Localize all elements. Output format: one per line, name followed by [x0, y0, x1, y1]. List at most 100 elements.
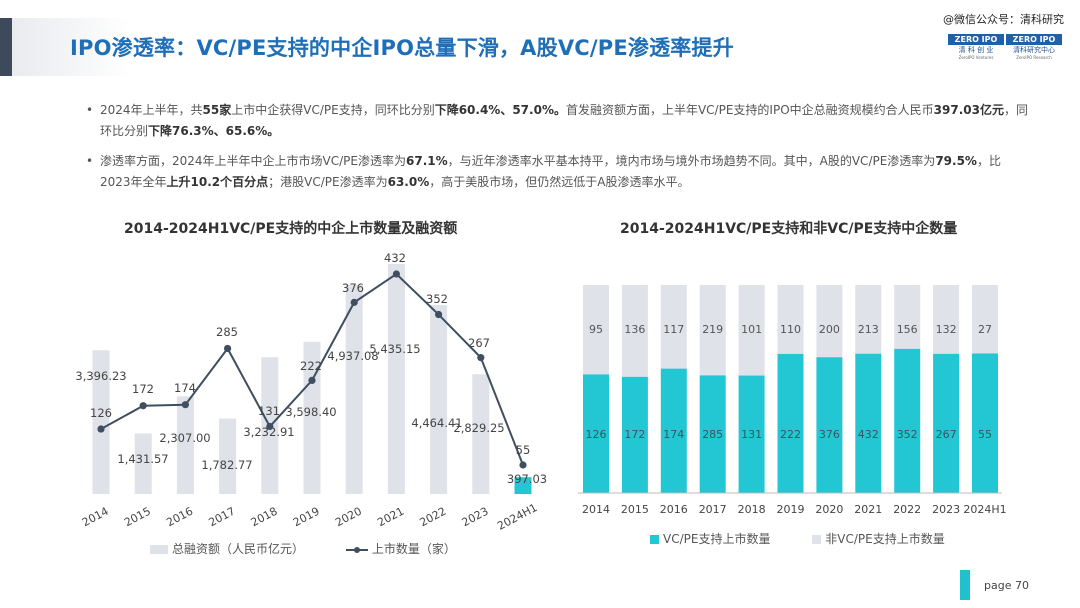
count-value-label: 352: [426, 292, 448, 306]
left-chart-title: 2014-2024H1VC/PE支持的中企上市数量及融资额: [124, 221, 458, 237]
vcpe-bar: [699, 375, 726, 493]
non-vcpe-value-label: 101: [741, 323, 762, 336]
page-accent-bar: [960, 570, 970, 600]
legend-swatch-bar: [150, 545, 168, 554]
bullet-text: 上市中企获得VC/PE支持，同环比分别: [231, 103, 435, 117]
legend-item-funding: 总融资额（人民币亿元）: [150, 542, 308, 556]
x-tick-label: 2023: [932, 503, 960, 516]
header-logo: ZERO IPO 清 科 创 业 ZeroIPO Ventures ZERO I…: [946, 34, 1066, 64]
bullet-text: ，与近年渗透率水平基本持平，境内市场与境外市场趋势不同。其中，A股的VC/PE渗…: [447, 154, 936, 168]
watermark: @微信公众号：清科研究: [943, 13, 1064, 26]
count-value-label: 174: [174, 381, 196, 395]
count-value-label: 222: [300, 359, 322, 373]
vcpe-bar: [621, 376, 648, 493]
count-line: [100, 272, 524, 466]
non-vcpe-value-label: 213: [858, 323, 879, 336]
funding-bar: [514, 477, 532, 494]
vcpe-value-label: 172: [624, 428, 645, 441]
vcpe-bar: [894, 348, 921, 493]
funding-bar: [472, 374, 490, 494]
x-tick-label: 2015: [122, 505, 153, 530]
non-vcpe-value-label: 200: [819, 323, 840, 336]
non-vcpe-value-label: 27: [978, 323, 992, 336]
bullet-highlight: 下降76.3%、65.6%。: [148, 124, 280, 138]
funding-bar: [92, 350, 110, 494]
vcpe-bar: [738, 375, 765, 493]
x-tick-label: 2016: [164, 505, 195, 530]
logo-line: 清科研究中心: [1013, 46, 1055, 54]
non-vcpe-bar: [894, 285, 921, 349]
x-tick-label: 2017: [207, 505, 238, 530]
vcpe-value-label: 376: [819, 428, 840, 441]
logo-line: ZeroIPO Research: [1016, 55, 1052, 60]
x-tick-label: 2018: [738, 503, 766, 516]
x-tick-label: 2019: [777, 503, 805, 516]
count-point: [435, 310, 443, 319]
non-vcpe-bar: [621, 285, 648, 377]
count-point: [224, 344, 232, 353]
non-vcpe-value-label: 110: [780, 323, 801, 336]
vcpe-bar: [933, 353, 960, 493]
legend-item-vcpe: VC/PE支持上市数量: [650, 532, 774, 546]
bullet-item: 渗透率方面，2024年上半年中企上市市场VC/PE渗透率为67.1%，与近年渗透…: [86, 151, 1031, 193]
non-vcpe-bar: [816, 285, 843, 358]
count-value-label: 285: [216, 325, 238, 339]
vcpe-value-label: 174: [663, 428, 684, 441]
vcpe-bar: [972, 353, 998, 493]
funding-value-label: 3,598.40: [285, 405, 336, 419]
funding-value-label: 4,464.41: [411, 416, 462, 430]
count-point: [350, 298, 358, 306]
funding-bar: [387, 264, 405, 494]
x-tick-label: 2018: [249, 505, 280, 530]
non-vcpe-bar: [777, 285, 804, 354]
non-vcpe-bar: [699, 285, 726, 376]
vcpe-bar: [660, 368, 687, 493]
x-tick-label: 2014: [582, 503, 610, 516]
legend-swatch-grey: [812, 535, 822, 544]
funding-value-label: 2,307.00: [159, 431, 210, 445]
funding-value-label: 397.03: [507, 472, 547, 486]
non-vcpe-bar: [583, 285, 609, 375]
right-chart-legend: VC/PE支持上市数量 非VC/PE支持上市数量: [650, 530, 983, 547]
legend-item-count: 上市数量（家）: [345, 542, 456, 556]
bullet-highlight: 55家: [202, 103, 232, 117]
non-vcpe-value-label: 136: [624, 323, 645, 336]
count-point: [308, 376, 316, 384]
legend-swatch-teal: [650, 535, 659, 544]
x-tick-label: 2023: [460, 505, 491, 530]
left-chart-legend: 总融资额（人民币亿元） 上市数量（家）: [150, 540, 494, 557]
vcpe-value-label: 55: [978, 428, 992, 441]
page-label: page 70: [984, 579, 1029, 592]
count-point: [519, 461, 527, 469]
count-value-label: 126: [90, 406, 112, 420]
funding-value-label: 2,829.25: [453, 421, 504, 435]
vcpe-value-label: 352: [897, 428, 918, 441]
funding-value-label: 1,431.57: [117, 452, 168, 466]
vcpe-value-label: 285: [702, 428, 723, 441]
funding-bar: [219, 418, 237, 494]
funding-bar: [430, 305, 448, 494]
legend-swatch-line: [345, 546, 368, 553]
right-chart-title: 2014-2024H1VC/PE支持和非VC/PE支持中企数量: [620, 221, 958, 237]
bullet-text: 渗透率方面，2024年上半年中企上市市场VC/PE渗透率为: [100, 154, 406, 168]
x-tick-label: 2014: [80, 505, 111, 530]
x-tick-label: 2020: [333, 505, 364, 530]
count-point: [266, 422, 274, 431]
vcpe-bar: [816, 357, 843, 493]
logo-badge: ZERO IPO: [948, 34, 1004, 45]
non-vcpe-value-label: 219: [702, 323, 723, 336]
bullet-highlight: 67.1%: [406, 154, 448, 168]
funding-value-label: 5,435.15: [369, 342, 420, 356]
x-tick-label: 2017: [699, 503, 727, 516]
bullet-highlight: 397.03亿元: [933, 103, 1004, 117]
non-vcpe-bar: [660, 285, 687, 369]
count-value-label: 432: [384, 251, 406, 265]
funding-value-label: 4,937.08: [327, 349, 378, 363]
legend-label: 非VC/PE支持上市数量: [825, 532, 945, 546]
legend-label: 上市数量（家）: [371, 542, 456, 556]
count-point: [181, 401, 189, 409]
vcpe-value-label: 126: [586, 428, 607, 441]
x-tick-label: 2022: [893, 503, 921, 516]
funding-bar: [134, 433, 152, 494]
